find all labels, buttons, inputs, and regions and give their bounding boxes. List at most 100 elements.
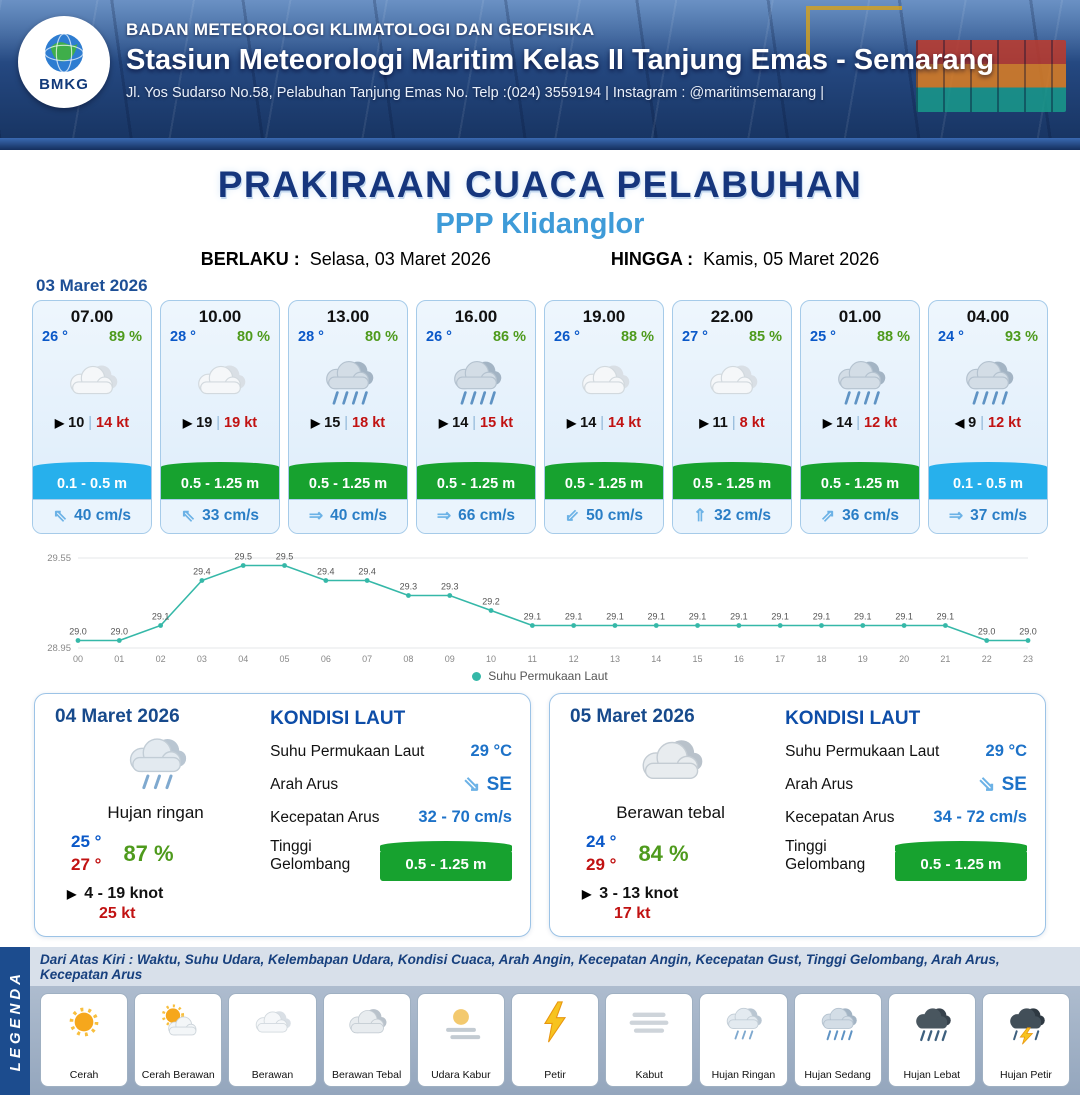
legend-item-label: Hujan Sedang [804,1069,871,1082]
wind-gust: 12 kt [864,415,898,431]
sst-chart: 29.55 28.95 29.0 00 29.0 01 29.1 02 29.4 03 29.5 04… [36,542,1044,684]
current-row: ⇗ 36 cm/s [801,499,919,533]
day-card-left: 04 Maret 2026 Hujan ringan 25 ° 27 ° 87 … [55,706,256,924]
wave-height: 0.5 - 1.25 m [692,476,772,492]
wave-height: 0.5 - 1.25 m [308,476,388,492]
separator: | [980,415,985,431]
current-speed: 40 cm/s [330,507,388,524]
separator: | [344,415,349,431]
legend-item: Petir [510,993,600,1087]
wave-height-band: 0.5 - 1.25 m [161,462,279,499]
chart-series-name: Suhu Permukaan Laut [488,669,608,683]
svg-text:29.0: 29.0 [111,627,129,637]
forecast-time: 19.00 [582,307,626,326]
air-temperature: 24 ° [938,329,964,345]
current-speed-label: Kecepatan Arus [785,808,895,826]
current-speed: 33 cm/s [202,507,260,524]
forecast-date: 03 Maret 2026 [36,276,148,295]
wind-row: ▶ 11 | 8 kt [673,415,791,431]
legend-dot-icon [472,671,482,681]
current-direction-row: Arah Arus ⇘ SE [785,772,1027,797]
legend-item-label: Kabut [635,1069,663,1082]
header-art-crane [806,6,902,70]
weather-icon [929,345,1047,415]
weather-icon [570,724,771,803]
svg-text:14: 14 [651,654,661,664]
current-direction-icon: ⇘ [978,773,996,796]
current-row: ⇑ 32 cm/s [673,499,791,533]
day-card: 05 Maret 2026 Berawan tebal 24 ° 29 ° 84… [549,693,1046,937]
wind-speed: 14 [452,415,469,431]
forecast-cards-row: 07.00 26 ° 89 % ▶ 10 | 14 kt 0.1 - 0.5 m… [32,300,1048,534]
legend-item-label: Cerah Berawan [141,1069,215,1082]
sst-label: Suhu Permukaan Laut [785,742,940,760]
legend-section: LEGENDA Dari Atas Kiri : Waktu, Suhu Uda… [0,947,1080,1095]
svg-text:06: 06 [321,654,331,664]
agency-name: BADAN METEOROLOGI KLIMATOLOGI DAN GEOFIS… [126,20,595,39]
port-name: PPP Klidanglor [435,208,645,240]
svg-text:29.1: 29.1 [565,612,583,622]
current-row: ⇖ 40 cm/s [33,499,151,533]
wave-height-row: Tinggi Gelombang 0.5 - 1.25 m [270,838,513,881]
forecast-time: 13.00 [326,307,370,326]
current-direction-icon: ⇖ [52,506,68,525]
humidity: 87 % [123,840,174,866]
wave-height-label: Tinggi Gelombang [270,838,351,873]
wave-height: 0.1 - 0.5 m [952,476,1024,492]
svg-text:29.1: 29.1 [647,612,665,622]
light-rain-icon [720,999,766,1045]
legend-item-label: Petir [544,1069,566,1082]
forecast-card: 19.00 26 ° 88 % ▶ 14 | 14 kt 0.5 - 1.25 … [544,300,664,534]
sst-row: Suhu Permukaan Laut 29 °C [785,742,1027,761]
wind-speed: 14 [580,415,597,431]
wind-speed: 14 [836,415,853,431]
wave-height-band: 0.5 - 1.25 m [545,462,663,499]
header-art-containers [916,40,1066,112]
forecast-card: 10.00 28 ° 80 % ▶ 19 | 19 kt 0.5 - 1.25 … [160,300,280,534]
svg-text:20: 20 [899,654,909,664]
svg-text:29.1: 29.1 [152,612,170,622]
separator: | [216,415,221,431]
svg-text:04: 04 [238,654,248,664]
legend-item: Hujan Petir [981,993,1071,1087]
current-direction-icon: ⇒ [308,506,324,525]
current-speed-row: Kecepatan Arus 34 - 72 cm/s [785,808,1027,827]
current-row: ⇖ 33 cm/s [161,499,279,533]
wave-height: 0.5 - 1.25 m [564,476,644,492]
temp-min-max: 25 ° 27 ° [71,831,101,877]
wind-gust: 17 kt [614,904,651,922]
sea-conditions-heading: KONDISI LAUT [270,708,406,729]
forecast-card: 16.00 26 ° 86 % ▶ 14 | 15 kt 0.5 - 1.25 … [416,300,536,534]
humidity: 93 % [1004,329,1038,345]
svg-text:29.1: 29.1 [895,612,913,622]
current-direction-value: ⇘ SE [463,772,512,797]
current-direction-row: Arah Arus ⇘ SE [270,772,512,797]
forecast-card: 01.00 25 ° 88 % ▶ 14 | 12 kt 0.5 - 1.25 … [800,300,920,534]
current-direction-value: ⇘ SE [978,772,1027,797]
wind-range: 3 - 13 knot [599,884,679,902]
weather-condition: Hujan ringan [107,803,204,822]
temp-humidity-row: 24 ° 93 % [929,327,1047,345]
wave-height-band: 0.1 - 0.5 m [33,462,151,499]
forecast-card: 13.00 28 ° 80 % ▶ 15 | 18 kt 0.5 - 1.25 … [288,300,408,534]
current-direction-label: Arah Arus [270,775,339,793]
globe-icon [44,32,84,73]
svg-text:29.1: 29.1 [524,612,542,622]
forecast-card: 07.00 26 ° 89 % ▶ 10 | 14 kt 0.1 - 0.5 m… [32,300,152,534]
svg-text:02: 02 [156,654,166,664]
temp-min-max: 24 ° 29 ° [586,831,616,877]
current-speed-label: Kecepatan Arus [270,808,380,826]
wave-height: 0.5 - 1.25 m [180,476,260,492]
legend-item-label: Hujan Lebat [903,1069,961,1082]
day-card-left: 05 Maret 2026 Berawan tebal 24 ° 29 ° 84… [570,706,771,924]
separator: | [856,415,861,431]
wave-height: 0.5 - 1.25 m [820,476,900,492]
svg-text:29.5: 29.5 [276,552,294,562]
svg-text:05: 05 [280,654,290,664]
air-temperature: 26 ° [42,329,68,345]
thunderstorm-icon [1003,999,1049,1045]
wind-gust: 15 kt [480,415,514,431]
current-direction-icon: ⇖ [180,506,196,525]
current-direction-icon: ⇑ [692,506,708,525]
